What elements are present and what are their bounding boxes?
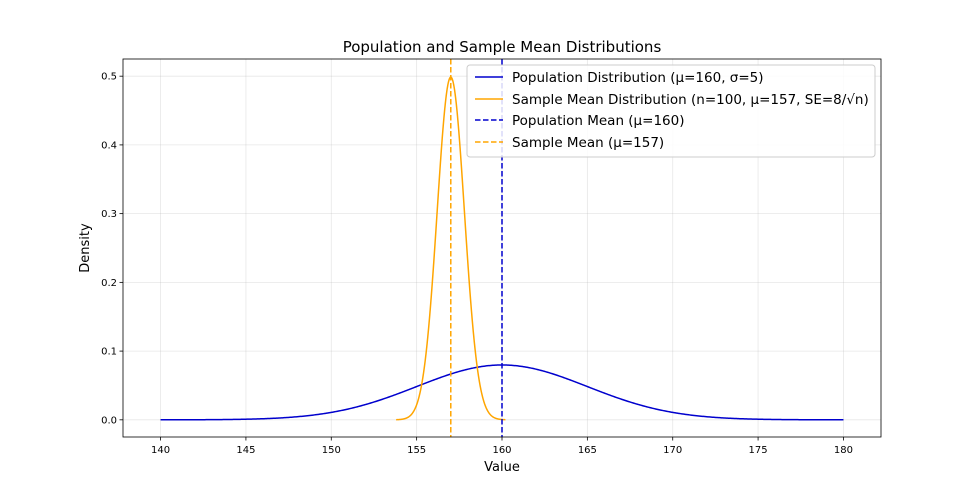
y-tick-label: 0.2 xyxy=(101,278,117,289)
x-tick-label: 150 xyxy=(322,445,341,456)
x-tick-label: 155 xyxy=(407,445,426,456)
plot-series xyxy=(160,59,844,437)
x-tick-label: 160 xyxy=(492,445,511,456)
y-tick-label: 0.1 xyxy=(101,347,117,358)
x-tick-label: 170 xyxy=(663,445,682,456)
x-tick-label: 140 xyxy=(151,445,170,456)
legend-label-sample-mean: Sample Mean (μ=157) xyxy=(512,135,664,151)
x-tick-label: 165 xyxy=(578,445,597,456)
legend: Population Distribution (μ=160, σ=5) Sam… xyxy=(466,64,876,158)
x-tick-label: 175 xyxy=(749,445,768,456)
chart-title: Population and Sample Mean Distributions xyxy=(343,38,662,56)
legend-label-population-mean: Population Mean (μ=160) xyxy=(512,113,685,129)
legend-box xyxy=(466,64,876,158)
y-tick-label: 0.5 xyxy=(101,72,117,83)
y-tick-label: 0.4 xyxy=(101,140,117,151)
axes: 140 145 150 155 160 165 170 175 180 0.0 0.1 0.2 0.3 0… xyxy=(101,72,853,456)
x-tick-label: 180 xyxy=(834,445,853,456)
legend-label-population-distribution: Population Distribution (μ=160, σ=5) xyxy=(512,70,764,86)
x-axis-label: Value xyxy=(484,460,520,475)
legend-label-sample-mean-distribution: Sample Mean Distribution (n=100, μ=157, … xyxy=(512,92,869,108)
y-tick-label: 0.0 xyxy=(101,415,117,426)
y-axis-label: Density xyxy=(78,223,93,273)
y-tick-label: 0.3 xyxy=(101,209,117,220)
x-tick-label: 145 xyxy=(236,445,255,456)
